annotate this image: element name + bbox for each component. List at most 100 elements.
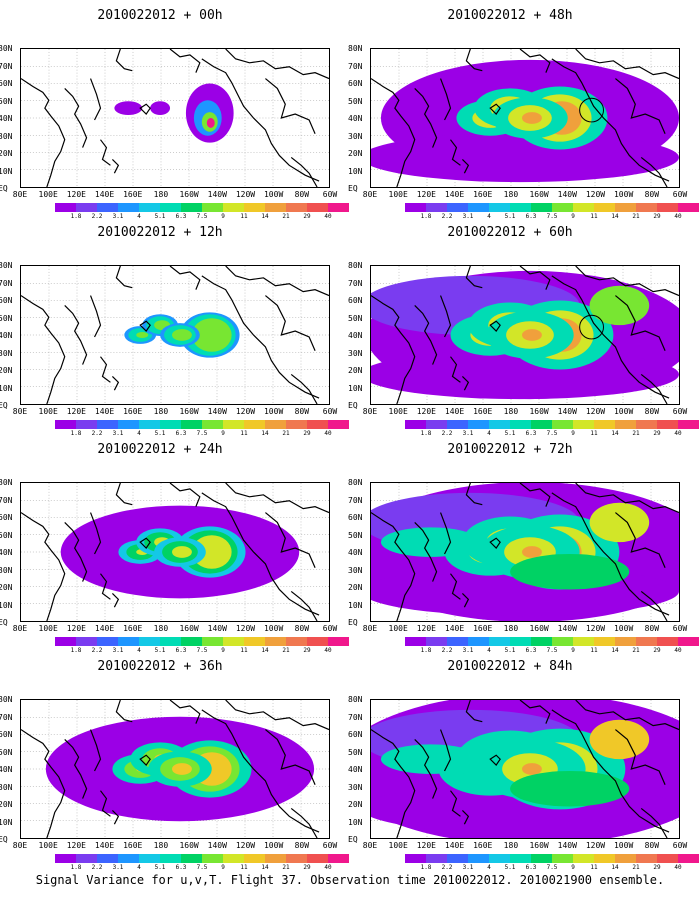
coastline [21,295,66,404]
lon-label: 60W [322,190,338,199]
colorbar-swatch [615,420,636,429]
colorbar-swatch [405,203,426,212]
colorbar-label: 5.1 [154,864,166,871]
lon-label: 80E [362,407,378,416]
lon-label: 160W [179,407,199,416]
colorbar-label: 4 [137,430,141,437]
colorbar-label: 2.2 [91,864,103,871]
coastline [111,592,120,608]
coastline [489,320,501,332]
lon-label: 100E [38,624,58,633]
coastline [139,754,151,766]
colorbar-label: 1.8 [420,864,432,871]
coastline [615,729,666,786]
lon-label: 60W [322,841,338,850]
map-svg [21,266,329,404]
lon-label: 100W [263,407,284,416]
colorbar-swatch [615,203,636,212]
lon-label: 60W [322,407,338,416]
map-00h [20,48,330,188]
lon-label: 160W [179,190,199,199]
coastline [169,49,201,73]
lat-label: 10N [348,600,363,610]
colorbar-label: 7.5 [546,430,558,437]
colorbar-label: 7.5 [196,864,208,871]
colorbar-label: 2.2 [91,647,103,654]
lon-label: 140E [94,407,115,416]
colorbar-swatch [489,420,510,429]
lon-label: 180 [503,190,519,199]
coastline [139,103,151,115]
coastline [414,522,438,582]
lon-label: 80W [644,190,660,199]
lat-label: 70N [348,61,363,71]
lat-label: 60N [348,730,363,739]
lon-label: 60W [672,407,688,416]
lon-label: 100E [38,190,58,199]
coastline [201,709,320,833]
coastline [115,266,133,289]
colorbar-swatch [286,854,307,863]
colorbar-swatch [636,420,657,429]
coastline [519,483,551,507]
lat-label: EQ [0,401,8,410]
variance-contour [114,101,143,116]
variance-contour [522,546,542,558]
colorbar-label: 6.3 [175,647,187,654]
colorbar-swatch [76,854,97,863]
lon-label: 120W [585,407,606,416]
coastline [450,356,461,383]
coastline [450,790,461,817]
colorbar-label: 21 [632,864,640,871]
panel-48h: 2010022012 + 48h 80N 70N 60N 50N 40N 30N 20N 10… [348,8,699,220]
map-12h [20,265,330,405]
coastline [21,78,66,187]
colorbar-label: 40 [674,864,682,871]
colorbar-label: 29 [653,647,661,654]
colorbar-swatch [286,203,307,212]
colorbar-swatch [657,854,678,863]
colorbar-label: 6.3 [525,647,537,654]
panel-24h: 2010022012 + 24h 80N 70N 60N 50N 40N 30N 20N 10… [0,442,349,654]
lat-label: 20N [348,583,363,592]
lat-label: 30N [348,348,363,358]
colorbar-label: 14 [611,647,619,654]
coastline [414,88,438,148]
lon-label: 120W [235,624,256,633]
lon-label: 120W [585,841,606,850]
coastline [89,295,102,338]
map-svg [371,266,679,404]
lon-label: 140E [94,841,115,850]
colorbar-swatch [97,854,118,863]
colorbar-label: 29 [303,864,311,871]
coastline [450,573,461,600]
lon-label: 140E [94,624,115,633]
colorbar-label: 4 [137,213,141,220]
colorbar-label: 11 [590,430,598,437]
lon-label: 60W [672,841,688,850]
coastline [265,295,316,352]
lon-label: 60W [322,624,338,633]
lon-label: 140E [444,407,465,416]
colorbar-label: 3.1 [112,213,124,220]
lat-label: 80N [0,695,13,704]
colorbar-label: 3.1 [462,864,474,871]
map-svg [371,49,679,187]
lon-label: 140E [444,190,465,199]
map-svg [371,700,679,838]
colorbar-label: 29 [303,213,311,220]
variance-contour [191,535,232,569]
lat-label: 20N [0,366,13,375]
coastline [115,700,133,723]
colorbar-swatch [118,203,139,212]
colorbar-label: 29 [653,864,661,871]
variance-contour [589,285,650,326]
lat-label: 40N [0,114,13,123]
colorbar-label: 11 [590,213,598,220]
lat-label: 30N [348,782,363,792]
colorbar-label: 3.1 [462,430,474,437]
coastline [100,356,111,383]
colorbar-swatch [573,420,594,429]
lat-label: 60N [0,296,13,305]
lon-label: 80E [12,841,28,850]
